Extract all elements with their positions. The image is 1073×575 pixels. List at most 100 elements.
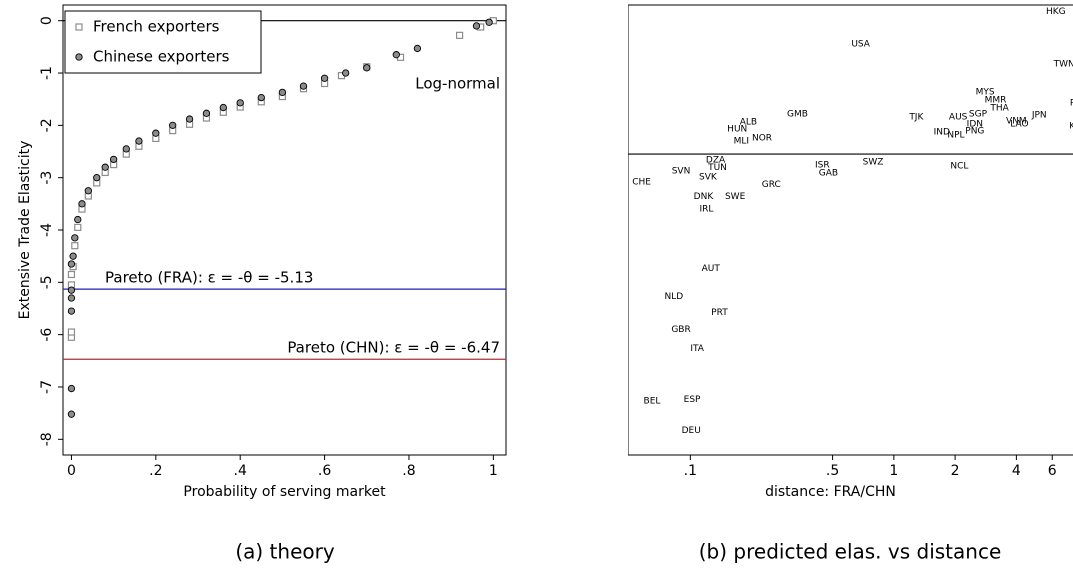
marker bbox=[67, 286, 76, 294]
y-tick-label: -7 bbox=[39, 380, 55, 394]
marker bbox=[67, 384, 76, 393]
marker bbox=[74, 223, 82, 231]
point-label: GMB bbox=[787, 109, 808, 119]
caption: (b) predicted elas. vs distance bbox=[699, 540, 1002, 564]
y-tick-label: 6 bbox=[604, 43, 620, 52]
point-label: MYS bbox=[976, 87, 995, 97]
marker bbox=[320, 74, 329, 82]
x-tick-label: .5 bbox=[826, 463, 839, 479]
point-label: MMR bbox=[985, 96, 1007, 106]
point-label: ITA bbox=[690, 344, 704, 354]
point-label: TUN bbox=[707, 163, 727, 173]
annotation: Log-normal bbox=[415, 75, 500, 93]
marker bbox=[413, 44, 422, 53]
marker bbox=[69, 252, 77, 260]
point-label: VNM bbox=[1006, 116, 1027, 126]
legend-label: French exporters bbox=[93, 18, 220, 36]
point-label: PRT bbox=[711, 308, 728, 318]
y-tick-label: -3 bbox=[39, 171, 55, 185]
x-tick-label: 4 bbox=[1012, 463, 1021, 479]
point-label: KOR bbox=[1069, 121, 1073, 131]
marker bbox=[78, 200, 86, 208]
point-label: JPN bbox=[1031, 110, 1047, 120]
x-tick-label: 6 bbox=[1048, 463, 1057, 479]
point-label: USA bbox=[851, 39, 870, 49]
point-label: TWN bbox=[1053, 59, 1073, 69]
marker bbox=[342, 69, 350, 77]
marker bbox=[185, 115, 194, 123]
point-label: BEL bbox=[644, 396, 661, 406]
point-label: IDN bbox=[967, 120, 983, 130]
point-label: PRK bbox=[1070, 98, 1073, 108]
point-label: TJK bbox=[908, 112, 924, 122]
point-label: MLI bbox=[734, 136, 749, 146]
marker bbox=[93, 174, 101, 182]
point-label: IRL bbox=[699, 205, 713, 215]
y-tick-label: -8 bbox=[39, 432, 55, 446]
x-axis-label: distance: FRA/CHN bbox=[765, 484, 896, 500]
marker bbox=[67, 260, 76, 268]
point-label: GAB bbox=[819, 169, 838, 179]
point-label: SGP bbox=[969, 109, 988, 119]
marker bbox=[71, 234, 79, 242]
x-axis-label: Probability of serving market bbox=[183, 484, 386, 500]
marker bbox=[67, 307, 76, 315]
marker bbox=[485, 18, 493, 26]
point-label: ALB bbox=[740, 117, 757, 127]
marker bbox=[392, 51, 400, 59]
caption: (a) theory bbox=[235, 540, 335, 564]
y-tick-label: 8 bbox=[604, 26, 620, 35]
x-tick-label: 2 bbox=[951, 463, 960, 479]
point-label: NCL bbox=[950, 162, 968, 172]
point-label: NOR bbox=[752, 134, 772, 144]
point-label: AUS bbox=[949, 112, 968, 122]
x-tick-label: .1 bbox=[684, 463, 697, 479]
point-label: NLD bbox=[665, 292, 684, 302]
point-label: SVN bbox=[672, 167, 691, 177]
marker bbox=[278, 88, 287, 97]
marker bbox=[122, 145, 130, 153]
chart: 0 .2 .4 .6 .8 1 -8 -7 -6 -5 -4 -3 -2 -1 0 Probability o… bbox=[17, 4, 507, 500]
marker bbox=[257, 93, 265, 102]
point-label: DZA bbox=[706, 156, 726, 166]
marker bbox=[109, 155, 118, 164]
pareto-label: Pareto (CHN): ε = -θ = -6.47 bbox=[287, 339, 500, 357]
y-axis-label: Predicted # exporters elasticity: FRA/CH… bbox=[582, 84, 598, 375]
x-tick-label: 1 bbox=[889, 463, 898, 479]
point-label: SWZ bbox=[863, 158, 884, 168]
chart: .1.512468246810distance: FRA/CHNPredicte… bbox=[582, 4, 1073, 500]
marker bbox=[67, 270, 76, 279]
marker bbox=[71, 242, 79, 250]
marker bbox=[67, 294, 76, 302]
point-label: AUT bbox=[702, 264, 721, 274]
marker bbox=[74, 215, 82, 224]
point-label: ESP bbox=[684, 395, 701, 405]
marker bbox=[363, 64, 371, 72]
marker bbox=[299, 82, 308, 90]
y-tick-label: -5 bbox=[39, 275, 55, 289]
x-tick-label: .2 bbox=[149, 463, 162, 479]
marker bbox=[101, 163, 109, 171]
point-label: DNK bbox=[694, 192, 715, 202]
legend-marker bbox=[75, 53, 83, 61]
x-tick-label: .4 bbox=[234, 463, 247, 479]
marker bbox=[202, 109, 211, 117]
point-label: SWE bbox=[725, 192, 746, 202]
point-label: IND bbox=[934, 128, 950, 138]
marker bbox=[135, 137, 143, 145]
marker bbox=[152, 129, 160, 137]
point-label: THA bbox=[989, 103, 1009, 113]
legend-box bbox=[64, 10, 262, 74]
marker bbox=[84, 187, 92, 195]
point-label: GBR bbox=[671, 325, 690, 335]
y-axis-label: Extensive Trade Elasticity bbox=[17, 141, 33, 320]
y-tick-label: -6 bbox=[39, 328, 55, 342]
point-label: DEU bbox=[682, 426, 701, 436]
point-label: ISR bbox=[815, 161, 830, 171]
y-tick-label: 10 bbox=[604, 9, 620, 27]
y-tick-label: -1 bbox=[39, 66, 55, 80]
point-label: HUN bbox=[727, 124, 747, 134]
legend-marker bbox=[75, 23, 83, 31]
point-label: PNG bbox=[965, 126, 984, 136]
